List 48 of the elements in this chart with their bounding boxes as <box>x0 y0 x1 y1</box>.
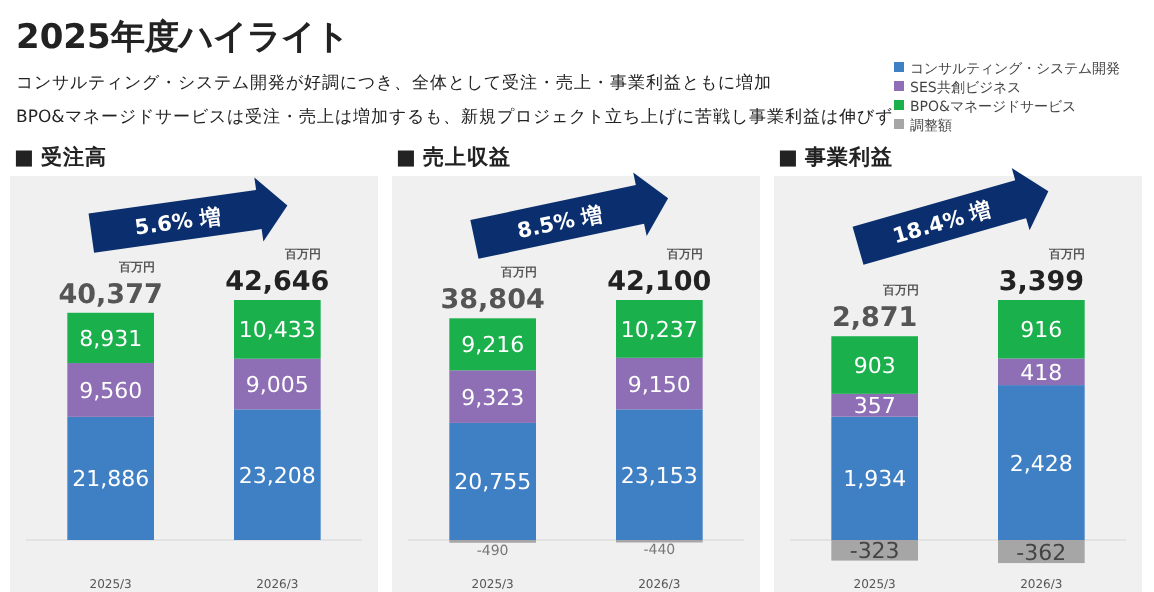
text: 5.6% 増 <box>133 202 224 241</box>
total-label: 2,871 <box>831 302 918 335</box>
total-label: 38,804 <box>440 284 545 317</box>
data-label: 10,237 <box>620 316 698 343</box>
chart-title: ■ 売上収益 <box>396 144 512 170</box>
data-label: 9,005 <box>245 372 309 399</box>
text: 18.4% 増 <box>889 196 996 250</box>
bar <box>449 370 536 423</box>
data-label: 1,934 <box>843 466 907 493</box>
data-label: 903 <box>853 353 896 380</box>
text: BPO&マネージドサービスは受注・売上は増加するも、新規プロジェクト立ち上げに苦戦し事業利益は伸びず <box>16 106 893 128</box>
bar <box>998 385 1085 540</box>
total-label: 42,100 <box>607 266 712 298</box>
bar <box>234 300 321 359</box>
bar <box>449 318 536 371</box>
text: 8.5% 増 <box>514 200 606 245</box>
bar <box>616 409 703 540</box>
data-label: 9,323 <box>461 384 525 411</box>
data-label: -362 <box>1016 539 1067 566</box>
total-label: 3,399 <box>998 266 1085 298</box>
data-label: 357 <box>853 393 896 420</box>
data-label: 916 <box>1020 317 1063 344</box>
chart-title: ■ 事業利益 <box>778 144 894 170</box>
data-label: 23,208 <box>238 462 316 489</box>
data-label: 23,153 <box>620 462 698 489</box>
data-label: 2,428 <box>1009 450 1073 477</box>
bar <box>67 363 154 417</box>
bar <box>616 300 703 358</box>
text: 2025年度ハイライト <box>16 18 349 58</box>
data-label: 418 <box>1020 359 1063 386</box>
total-label: 42,646 <box>225 266 330 298</box>
data-label: 9,560 <box>79 377 143 404</box>
bar <box>831 416 918 540</box>
data-label: 21,886 <box>72 466 150 493</box>
data-label: -323 <box>849 538 900 565</box>
total-label: 40,377 <box>58 278 163 311</box>
bar <box>449 422 536 540</box>
bar <box>998 300 1085 359</box>
data-label: 10,433 <box>238 317 316 344</box>
bar <box>67 416 154 540</box>
data-label: 8,931 <box>79 325 143 352</box>
chart-title: ■ 受注高 <box>14 144 108 170</box>
bar <box>234 409 321 540</box>
bar <box>831 336 918 394</box>
data-label: 20,755 <box>454 469 532 496</box>
text: コンサルティング・システム開発が好調につき、全体として受注・売上・事業利益ともに増加 <box>16 72 772 94</box>
data-label: 9,216 <box>461 332 525 359</box>
data-label: 9,150 <box>627 371 691 398</box>
